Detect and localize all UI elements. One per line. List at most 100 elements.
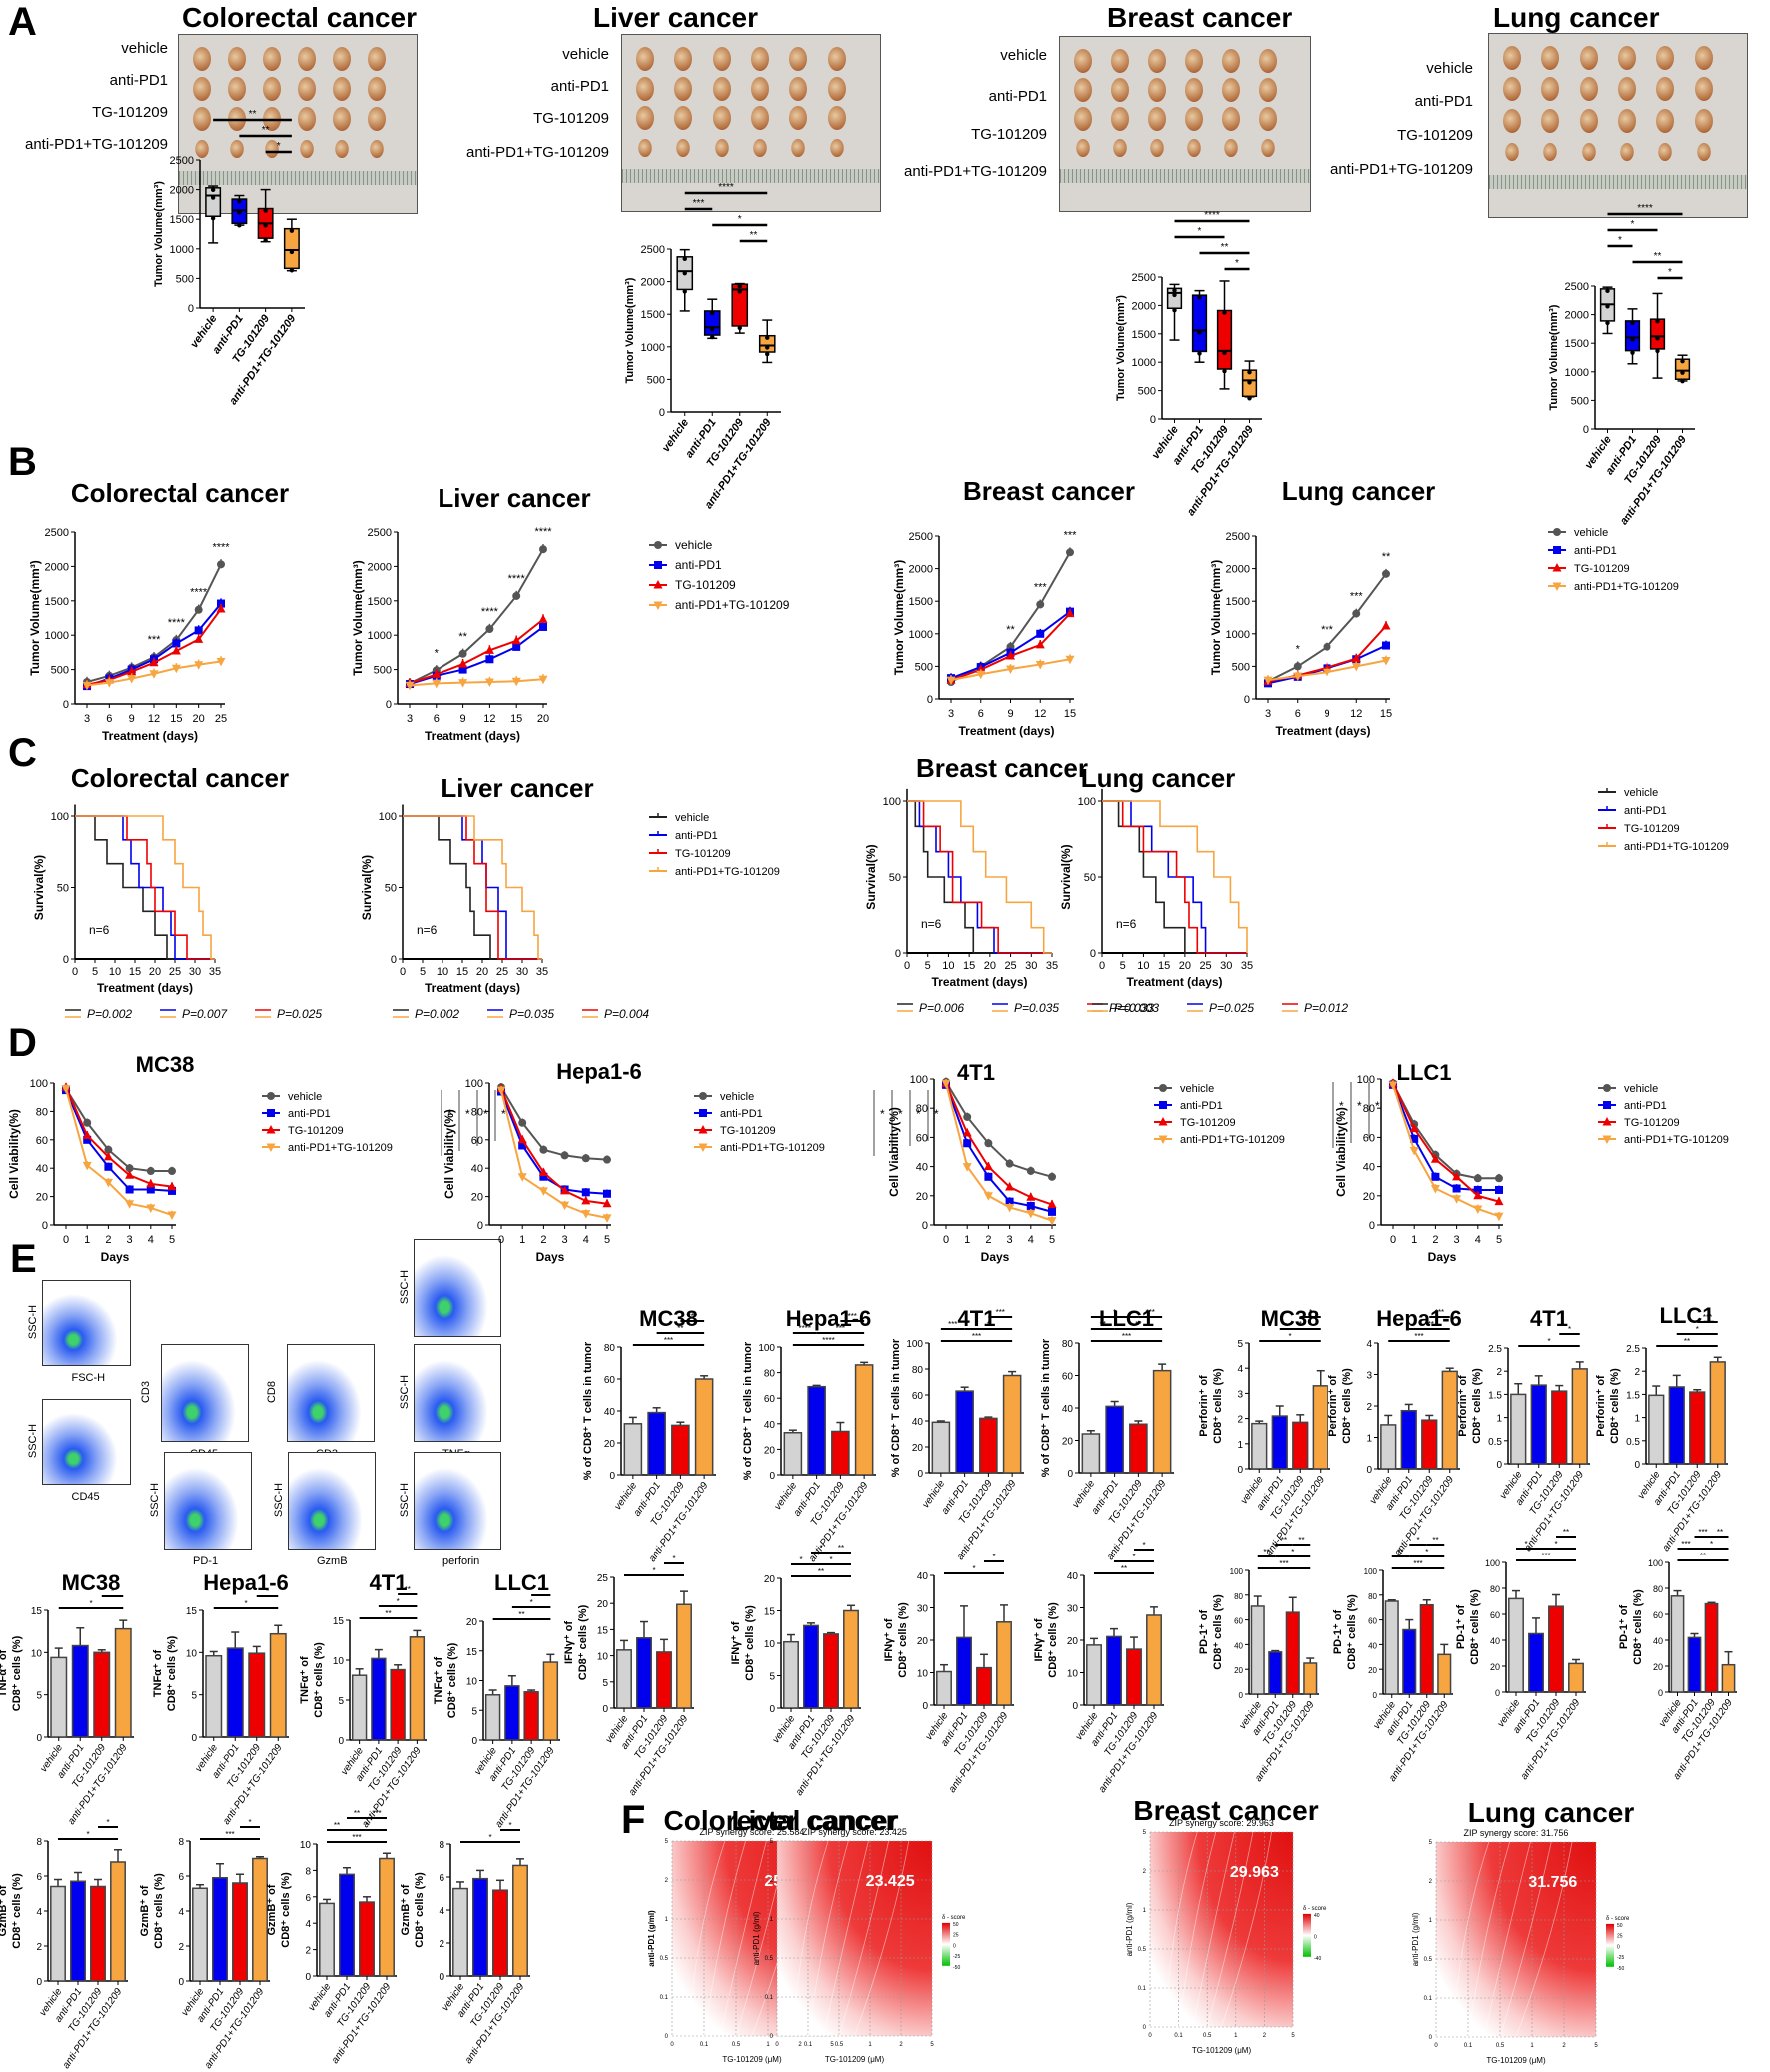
x-axis-label: Days — [536, 1250, 565, 1264]
marker-triangle-down — [1005, 1203, 1015, 1213]
y-axis-label: Tumor Volume(mm³) — [1115, 295, 1127, 401]
y-axis-label: Tumor Volume(mm³) — [351, 560, 365, 676]
contour-line — [838, 1840, 889, 2037]
delta-score-legend — [1303, 1913, 1311, 1957]
data-point — [289, 228, 295, 233]
ruler — [622, 169, 880, 183]
y-tick-label: 0 — [609, 1471, 615, 1482]
marker-circle — [963, 1112, 972, 1121]
significance-label: * — [106, 1818, 109, 1827]
significance-label: * — [86, 1830, 89, 1839]
y-tick-label: 0 — [36, 1977, 42, 1988]
y-tick-label: 1500 — [368, 596, 392, 608]
flow-plot-ifn — [414, 1239, 501, 1337]
box-iqr — [1624, 320, 1641, 352]
legend-label: vehicle — [1624, 787, 1658, 799]
y-tick-label: 0 — [1237, 1465, 1243, 1476]
box-iqr — [1191, 294, 1208, 353]
bar-vehicle — [623, 1423, 643, 1476]
bar-anti-PD1+TG-101209 — [512, 1864, 528, 1977]
legend-label: vehicle — [288, 1091, 322, 1103]
significance-label: **** — [190, 587, 208, 599]
significance-label: *** — [1279, 1559, 1288, 1568]
y-tick-label: 60 — [1368, 1617, 1377, 1626]
tumor-specimen — [333, 47, 351, 71]
marker-triangle-up — [983, 1161, 993, 1171]
tumor-specimen — [1543, 142, 1558, 161]
x-tick-label: 9 — [460, 713, 466, 725]
marker-square — [146, 1185, 155, 1194]
marker-square — [125, 1185, 134, 1194]
legend-label: TG-101209 — [1180, 1117, 1236, 1129]
significance-label: *** — [148, 634, 162, 646]
y-tick-label: 1500 — [1565, 338, 1589, 350]
legend-label: vehicle — [1574, 527, 1608, 539]
marker-circle — [984, 1139, 993, 1148]
marker-triangle-up — [194, 634, 204, 643]
data-point — [1655, 348, 1660, 354]
marker-triangle-down — [1473, 1205, 1483, 1214]
y-tick-label: 1500 — [1226, 596, 1250, 608]
pvalue-label: P=0.006 — [919, 1001, 964, 1015]
tumor-specimen — [368, 107, 386, 131]
x-tick-label: 5 — [930, 2042, 934, 2048]
pvalue-label: P=0.003 — [1114, 1001, 1159, 1015]
flow-plot-cd45 — [161, 1344, 249, 1442]
data-point — [737, 325, 742, 331]
x-tick-label: 30 — [1220, 960, 1232, 972]
x-tick-label: 15 — [1380, 708, 1392, 720]
y-tick-label: 1 — [1237, 1440, 1243, 1451]
y-tick-label: 2 — [305, 1946, 311, 1957]
series-anti-PD1+TG-101209 — [61, 1084, 177, 1221]
flow-x-label: PD-1 — [193, 1555, 219, 1567]
x-tick-label: 4 — [148, 1234, 154, 1246]
significance-label: ** — [1298, 1536, 1304, 1545]
y-tick-label: 80 — [471, 1106, 483, 1118]
x-tick-label: 2 — [1432, 1234, 1438, 1246]
x-tick-label: 0 — [72, 966, 78, 978]
bar-anti-PD1+TG-101209 — [854, 1364, 874, 1476]
data-point — [210, 216, 216, 221]
x-tick-label: 9 — [1007, 708, 1013, 720]
y-tick-label: 40 — [1368, 1641, 1377, 1650]
y-tick-label: 0 — [63, 699, 69, 711]
tumor-specimen — [827, 106, 846, 130]
legend-significance: * — [898, 1107, 903, 1121]
contour-line — [1451, 1841, 1490, 2038]
y-tick-label: 0.5 — [1488, 1437, 1502, 1448]
marker-triangle-down — [560, 1201, 570, 1211]
y-tick-label: 2000 — [45, 561, 69, 573]
y-axis-label: GzmB⁺ of — [400, 1884, 412, 1935]
y-tick-label: 20 — [1067, 1636, 1079, 1647]
bar-anti-PD1 — [1668, 1386, 1685, 1465]
x-tick-label: 0 — [1434, 2043, 1438, 2049]
legend-significance: * — [465, 1107, 470, 1121]
y-tick-label: 40 — [1490, 1636, 1500, 1646]
y-axis-label: TNFα⁺ of — [433, 1656, 444, 1704]
ruler — [1060, 169, 1310, 183]
significance-label: *** — [688, 1312, 697, 1321]
y-tick-label: 40 — [912, 1417, 924, 1428]
x-tick-label: 0 — [1390, 1234, 1396, 1246]
photo-row-label: vehicle — [1000, 47, 1047, 64]
box-anti-PD1 — [1624, 308, 1641, 365]
x-axis-label: TG-101209 (μM) — [1486, 2056, 1546, 2065]
tumor-specimen — [1185, 107, 1203, 131]
y-tick-label: 2 — [1496, 1367, 1502, 1378]
marker-circle — [485, 625, 494, 634]
synergy-surface — [777, 1841, 932, 2036]
chart-title: LLC1 — [1397, 1060, 1452, 1085]
bar-vehicle — [1380, 1424, 1397, 1470]
tumor-specimen — [751, 76, 769, 101]
y-axis-label: CD8⁺ cells (%) — [313, 1642, 325, 1718]
series-anti-PD1 — [942, 1080, 1056, 1216]
tumor-specimen — [1579, 77, 1598, 102]
significance-label: * — [111, 1587, 114, 1596]
bar-TG-101209 — [359, 1901, 375, 1977]
marker-square — [194, 626, 203, 635]
y-tick-label: 3 — [1237, 1389, 1243, 1400]
x-tick-label: 3 — [84, 713, 90, 725]
y-tick-label: 10 — [333, 1656, 345, 1667]
bar-anti-PD1+TG-101209 — [269, 1632, 287, 1738]
